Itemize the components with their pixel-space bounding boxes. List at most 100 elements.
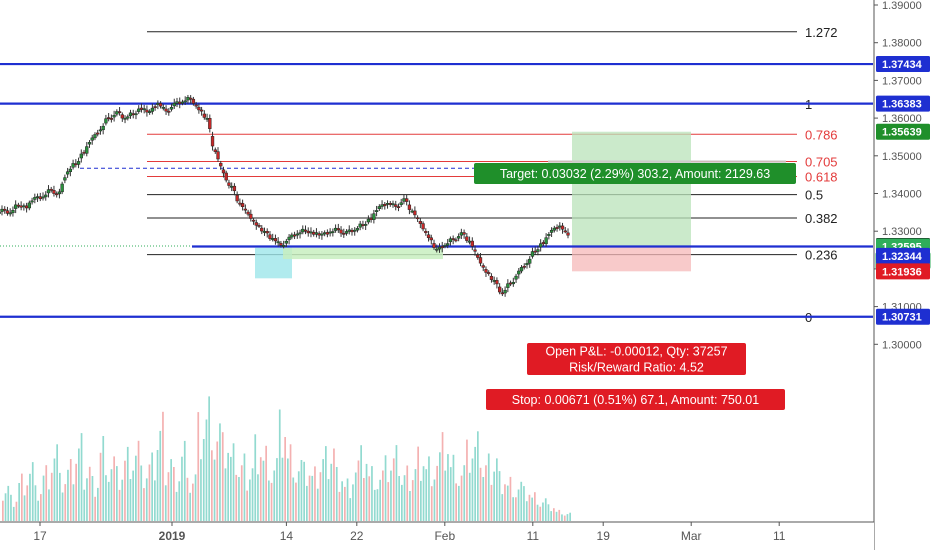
candle-body	[117, 111, 122, 113]
candle-body	[115, 111, 119, 115]
candle-body	[65, 171, 70, 175]
candle-body	[459, 232, 464, 236]
candle-body	[298, 232, 302, 235]
volume-bar	[80, 433, 83, 521]
candle-body	[197, 106, 201, 111]
candle-body	[161, 107, 165, 109]
candle-body	[96, 132, 100, 135]
candle-body	[451, 238, 455, 240]
volume-bar	[544, 498, 547, 521]
volume-bar	[116, 466, 118, 521]
time-tick-label: 19	[597, 529, 611, 543]
candle-body	[391, 203, 395, 206]
volume-bar	[159, 430, 162, 521]
time-axis[interactable]: 17 2019 14 22 Feb 11 19 Mar 11	[0, 521, 874, 550]
volume-bar	[232, 443, 235, 521]
candle-body	[497, 286, 502, 293]
candle-body	[240, 203, 245, 207]
price-tag[interactable]	[876, 247, 930, 264]
candle-body	[194, 104, 198, 107]
volume-bar	[365, 463, 368, 521]
time-tick-label: 2019	[159, 529, 186, 543]
candle-body	[372, 213, 376, 220]
volume-bar	[335, 467, 338, 521]
candle-body	[60, 183, 64, 193]
price-axis[interactable]: 1.39000 1.38000 1.37000 1.36000 1.35000 1.340…	[873, 0, 932, 550]
volume-bar	[18, 483, 20, 521]
candle-body	[30, 200, 34, 203]
candle-body	[123, 117, 127, 120]
volume-bar	[306, 485, 308, 521]
volume-bar	[64, 484, 67, 521]
candle-body	[476, 254, 480, 258]
volume-bar	[319, 472, 322, 521]
volume-bar	[496, 458, 498, 521]
volume-bar	[53, 458, 56, 521]
candle-body	[380, 204, 384, 207]
volume-bar	[29, 473, 31, 521]
candle-body	[224, 172, 228, 181]
volume-bar	[398, 476, 400, 521]
volume-bar	[460, 475, 463, 521]
volume-bar	[330, 463, 333, 521]
volume-bar	[360, 445, 362, 521]
candle-body	[131, 113, 135, 116]
volume-bar	[183, 440, 186, 521]
price-tag[interactable]	[876, 123, 930, 140]
price-tick-label: 1.33000	[882, 226, 922, 238]
price-tag[interactable]	[876, 56, 930, 73]
volume-bar	[561, 514, 563, 521]
volume-bar	[295, 482, 297, 521]
volume-bar	[490, 484, 493, 521]
candle-body	[555, 227, 559, 229]
volume-bar	[539, 506, 542, 521]
candle-body	[331, 231, 335, 233]
volume-bar	[137, 440, 140, 521]
candle-body	[541, 242, 546, 245]
candle-body	[558, 225, 562, 228]
candle-body	[191, 98, 196, 104]
candle-body	[150, 107, 155, 112]
volume-bar	[197, 412, 200, 521]
volume-bar	[439, 452, 441, 521]
candle-body	[383, 204, 387, 207]
candle-body	[38, 196, 42, 200]
price-tag[interactable]	[876, 95, 930, 112]
candle-body	[57, 191, 62, 195]
volume-bar	[69, 459, 72, 521]
volume-bar	[194, 474, 197, 521]
candle-body	[549, 229, 554, 233]
price-tick-label: 1.36000	[882, 113, 922, 125]
volume-bar	[338, 491, 341, 521]
candle-body	[306, 230, 310, 234]
price-tag[interactable]	[876, 308, 930, 325]
candle-body	[106, 117, 111, 119]
candle-body	[41, 196, 45, 199]
candle-body	[221, 169, 226, 174]
volume-bar	[433, 479, 436, 521]
candle-body	[415, 217, 420, 220]
candle-body	[410, 210, 414, 213]
candle-body	[93, 134, 97, 139]
candle-body	[487, 272, 491, 274]
volume-bar	[284, 437, 286, 521]
candle-body	[262, 231, 267, 233]
candle-body	[148, 111, 152, 113]
candle-body	[22, 205, 26, 208]
candle-body	[333, 227, 338, 231]
candle-body	[560, 225, 565, 230]
candle-body	[35, 196, 40, 199]
volume-bar	[113, 456, 115, 521]
volume-bar	[211, 450, 213, 521]
volume-bar	[175, 491, 178, 521]
volume-bar	[382, 470, 384, 521]
volume-bar	[390, 470, 392, 521]
candle-body	[454, 239, 458, 242]
support-resistance-layer[interactable]	[0, 62, 873, 318]
volume-bar	[327, 479, 330, 521]
price-tag[interactable]	[876, 263, 930, 280]
candles-layer	[0, 94, 570, 297]
volume-bar	[186, 477, 189, 521]
